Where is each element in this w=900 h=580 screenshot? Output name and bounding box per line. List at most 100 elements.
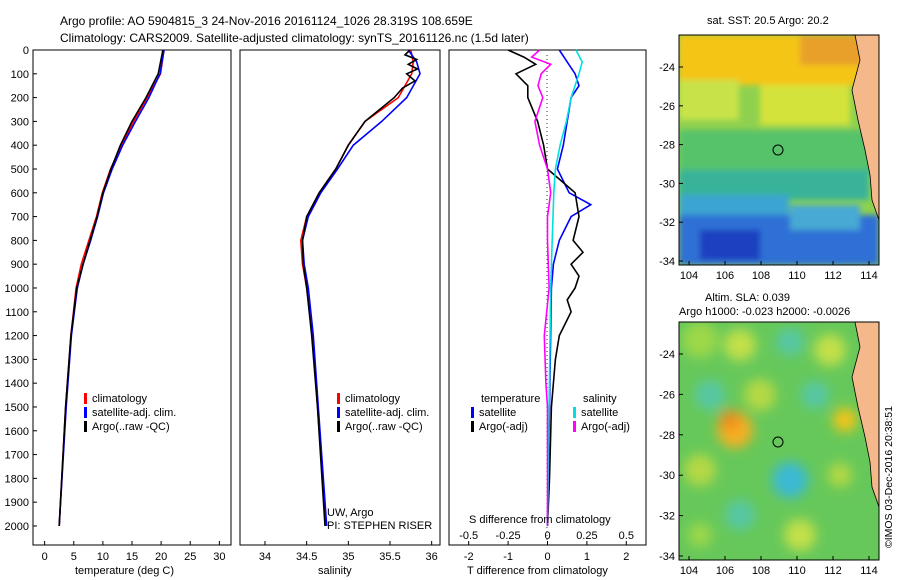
argo-position-marker <box>772 144 784 156</box>
x-tick-label: 34.5 <box>296 551 317 563</box>
depth-tick-label: 600 <box>11 188 29 200</box>
depth-tick-label: 1100 <box>5 307 29 319</box>
legend-label-argo: Argo(..raw -QC) <box>92 421 170 433</box>
map-x-tick-label: 108 <box>752 565 770 577</box>
s-tick-label: 0.5 <box>619 530 634 542</box>
x-tick-label: 34 <box>259 551 271 563</box>
x-tick-label: -2 <box>464 551 474 563</box>
map-x-tick-label: 106 <box>716 270 734 282</box>
temperature-x-axis: 0 5 10 15 20 25 30 <box>42 541 225 563</box>
legend-label-s-satellite: satellite <box>581 407 618 419</box>
x-tick-label: 35.5 <box>379 551 400 563</box>
series-line <box>546 49 593 527</box>
map-y-tick-label: -34 <box>659 256 675 268</box>
difference-panel: -2 -1 0 1 2 -0.5 -0.25 0 0.25 0.5 S difference fr… <box>448 49 647 577</box>
salinity-frame <box>239 49 441 546</box>
legend-swatch-climatology <box>337 393 340 404</box>
annotation-pi: PI: STEPHEN RISER <box>327 520 432 532</box>
depth-tick-label: 1000 <box>5 283 29 295</box>
legend-swatch-argo <box>337 421 340 432</box>
temperature-panel: 0100200300400500600700800900100011001200… <box>5 45 232 577</box>
x-tick-label: 0 <box>42 551 48 563</box>
map-x-tick-label: 114 <box>860 565 878 577</box>
salinity-legend: climatology satellite-adj. clim. Argo(..… <box>337 393 429 433</box>
s-tick-label: 0.25 <box>576 530 597 542</box>
land-australia <box>851 322 879 508</box>
sst-field <box>679 35 879 265</box>
sla-map-axes: 104 106 108 110 112 114 -24 -26 -28 -30 -32 -34 <box>659 349 878 577</box>
map-x-tick-label: 110 <box>788 565 806 577</box>
x-tick-label: 35 <box>342 551 354 563</box>
map-x-tick-label: 106 <box>716 565 734 577</box>
depth-tick-label: 800 <box>11 235 29 247</box>
map-y-tick-label: -26 <box>659 389 675 401</box>
legend-swatch-s-argo <box>573 421 576 432</box>
legend-swatch-climatology <box>84 393 87 404</box>
map-y-tick-label: -26 <box>659 101 675 113</box>
map-y-tick-label: -32 <box>659 217 675 229</box>
depth-tick-label: 700 <box>11 212 29 224</box>
sst-map-axes: 104 106 108 110 112 114 -24 -26 -28 -30 -32 -34 <box>659 62 878 282</box>
legend-swatch-t-argo <box>471 421 474 432</box>
series-line <box>58 49 165 527</box>
legend-label-climatology: climatology <box>92 393 148 405</box>
salinity-x-axis: 34 34.5 35 35.5 36 <box>259 541 438 563</box>
depth-tick-label: 0 <box>23 45 29 57</box>
x-tick-label: 20 <box>155 551 167 563</box>
legend-header-temperature: temperature <box>481 393 540 405</box>
map-y-tick-label: -30 <box>659 178 675 190</box>
sla-map-subtitle: Argo h1000: -0.023 h2000: -0.0026 <box>679 306 850 318</box>
depth-tick-label: 200 <box>11 93 29 105</box>
map-x-tick-label: 110 <box>788 270 806 282</box>
legend-swatch-t-satellite <box>471 407 474 418</box>
map-y-tick-label: -30 <box>659 470 675 482</box>
sst-map-frame <box>678 34 880 266</box>
depth-tick-label: 1900 <box>5 497 29 509</box>
depth-tick-label: 500 <box>11 164 29 176</box>
salinity-panel: 34 34.5 35 35.5 36 salinity climatology sate… <box>239 49 441 577</box>
series-line <box>299 49 415 527</box>
depth-tick-label: 400 <box>11 140 29 152</box>
depth-tick-label: 1500 <box>5 402 29 414</box>
difference-legend: temperature salinity satellite Argo(-adj… <box>471 393 630 433</box>
series-line <box>301 49 420 527</box>
map-x-tick-label: 114 <box>860 270 878 282</box>
legend-swatch-satellite <box>337 407 340 418</box>
depth-tick-label: 1800 <box>5 473 29 485</box>
sst-map-panel: sat. SST: 20.5 Argo: 20.2 104 106 108 110 11… <box>659 15 880 282</box>
legend-header-salinity: salinity <box>583 393 617 405</box>
map-x-tick-label: 104 <box>680 565 698 577</box>
depth-tick-label: 1600 <box>5 426 29 438</box>
legend-label-t-argo: Argo(-adj) <box>479 421 528 433</box>
series-line <box>546 49 584 527</box>
series-line <box>507 49 585 527</box>
map-x-tick-label: 104 <box>680 270 698 282</box>
temperature-x-label: temperature (deg C) <box>75 565 174 577</box>
map-x-tick-label: 112 <box>824 270 842 282</box>
salinity-series <box>299 49 421 527</box>
credit-text: ©IMOS 03-Dec-2016 20:38:51 <box>883 406 895 548</box>
temperature-legend: climatology satellite-adj. clim. Argo(..… <box>84 393 176 433</box>
series-line <box>58 49 164 527</box>
map-y-tick-label: -24 <box>659 349 675 361</box>
map-x-tick-label: 112 <box>824 565 842 577</box>
depth-tick-label: 1300 <box>5 354 29 366</box>
sla-map-panel: Altim. SLA: 0.039 Argo h1000: -0.023 h20… <box>659 292 880 577</box>
legend-swatch-s-satellite <box>573 407 576 418</box>
depth-tick-label: 2000 <box>5 521 29 533</box>
difference-x-axis: -2 -1 0 1 2 -0.5 -0.25 0 0.25 0.5 <box>459 530 634 563</box>
series-line <box>530 49 553 526</box>
argo-position-marker <box>772 436 784 448</box>
series-line <box>301 49 421 527</box>
depth-tick-label: 900 <box>11 259 29 271</box>
depth-axis: 0 100 200 300 400 500 600 700 800 900 1000 1100 1200… <box>5 45 37 533</box>
map-y-tick-label: -28 <box>659 140 675 152</box>
legend-label-satellite: satellite-adj. clim. <box>92 407 176 419</box>
salinity-x-label: salinity <box>318 565 352 577</box>
legend-swatch-argo <box>84 421 87 432</box>
legend-swatch-satellite <box>84 407 87 418</box>
x-tick-label: 10 <box>97 551 109 563</box>
legend-label-argo: Argo(..raw -QC) <box>345 421 423 433</box>
map-y-tick-label: -34 <box>659 551 675 563</box>
